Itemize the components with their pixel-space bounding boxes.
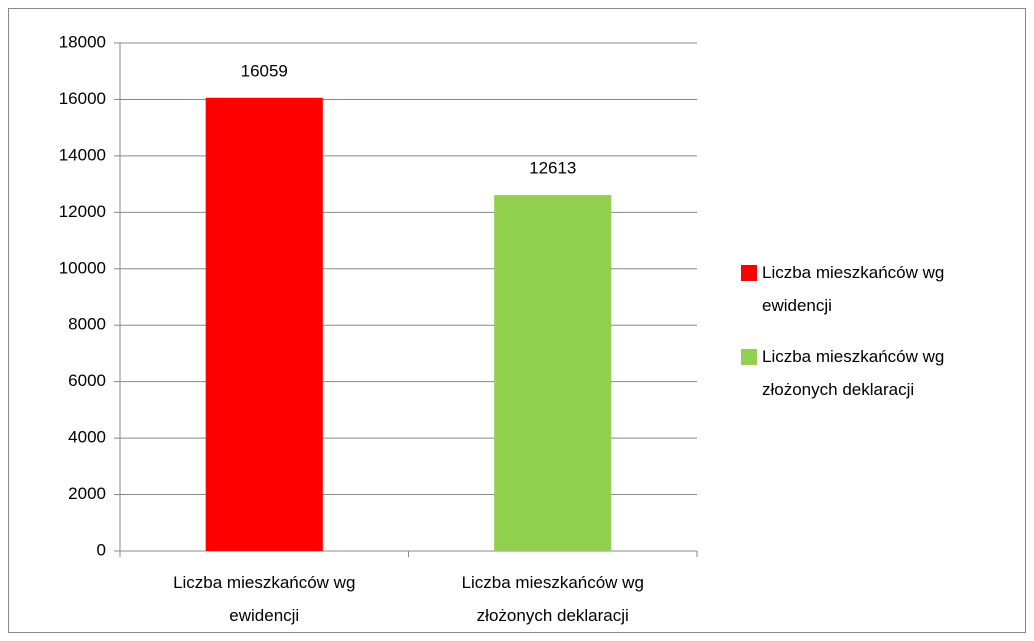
data-label: 12613: [529, 159, 576, 178]
y-tick-label: 8000: [68, 315, 106, 334]
y-tick-label: 12000: [59, 202, 106, 221]
y-tick-label: 16000: [59, 89, 106, 108]
legend-swatch: [741, 265, 757, 281]
legend-label: Liczba mieszkańców wg ewidencji: [762, 263, 945, 315]
y-tick-label: 2000: [68, 484, 106, 503]
data-label: 16059: [241, 61, 288, 80]
x-tick-label: Liczba mieszkańców wg ewidencji: [173, 573, 356, 625]
y-tick-label: 10000: [59, 258, 106, 277]
x-tick-label: Liczba mieszkańców wg złożonych deklarac…: [461, 573, 644, 625]
y-tick-label: 18000: [59, 32, 106, 51]
y-tick-label: 0: [97, 540, 106, 559]
bar: [205, 97, 323, 552]
y-tick-label: 6000: [68, 371, 106, 390]
legend-swatch: [741, 349, 757, 365]
bar: [494, 195, 612, 551]
legend-label: Liczba mieszkańców wg złożonych deklarac…: [762, 347, 945, 399]
y-tick-label: 14000: [59, 145, 106, 164]
y-tick-label: 4000: [68, 428, 106, 447]
